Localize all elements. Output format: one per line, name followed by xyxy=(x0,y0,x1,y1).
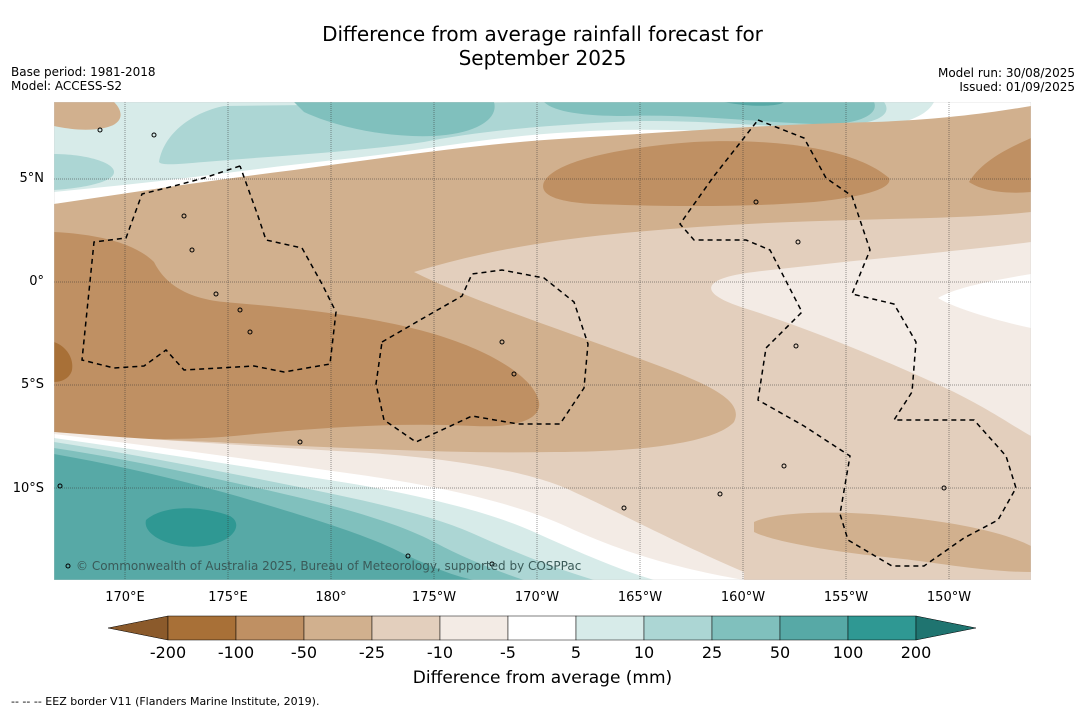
model-run: Model run: 30/08/2025 xyxy=(937,66,1075,80)
band-neg200-neg100 xyxy=(54,342,73,382)
colorbar-segment xyxy=(439,615,509,641)
north-band-25b xyxy=(544,102,875,125)
colorbar-segment xyxy=(167,615,237,641)
colorbar-segment xyxy=(643,615,713,641)
model-name: Model: ACCESS-S2 xyxy=(11,79,123,93)
colorbar-segments xyxy=(167,615,917,641)
colorbar-segment xyxy=(711,615,781,641)
eez-legend-note: -- -- -- EEZ border V11 (Flanders Marine… xyxy=(11,695,320,708)
colorbar-tick-label: -50 xyxy=(290,643,318,662)
graticule xyxy=(54,102,1031,580)
lon-label-170e: 170°E xyxy=(105,590,145,605)
base-period: Base period: 1981-2018 xyxy=(11,65,156,79)
colorbar-segment xyxy=(575,615,645,641)
title-line-1: Difference from average rainfall forecas… xyxy=(322,22,763,46)
north-band-10 xyxy=(54,154,114,190)
colorbar-over-arrow xyxy=(915,615,977,641)
lon-label-175w: 175°W xyxy=(411,590,457,605)
issued-date: Issued: 01/09/2025 xyxy=(959,80,1075,94)
colorbar-tick-label: 50 xyxy=(769,643,791,662)
colorbar-tick-label: -5 xyxy=(500,643,516,662)
lon-label-175e: 175°E xyxy=(208,590,248,605)
band-neg100-neg50-west xyxy=(54,232,540,439)
eez-border-east xyxy=(679,119,1017,567)
colorbar-tick-label: 100 xyxy=(832,643,864,662)
south-band-100 xyxy=(145,508,237,547)
colorbar-tick-label: 25 xyxy=(701,643,723,662)
colorbar-segment xyxy=(303,615,373,641)
islands xyxy=(57,127,947,569)
colorbar-tick-label: 5 xyxy=(570,643,582,662)
band-neg5-pos5-east xyxy=(938,274,1031,328)
eez-borders xyxy=(81,119,1017,567)
colorbar-segment xyxy=(371,615,441,641)
title-line-2: September 2025 xyxy=(458,46,627,70)
north-band-25 xyxy=(294,102,495,137)
meta-left: Base period: 1981-2018 Model: ACCESS-S2 xyxy=(11,65,156,93)
colorbar-tick-label: 10 xyxy=(633,643,655,662)
lat-label-5n: 5°N xyxy=(19,171,45,186)
colorbar-tick-label: -200 xyxy=(149,643,187,662)
north-band-50 xyxy=(724,102,784,106)
lat-label-10s: 10°S xyxy=(12,481,44,496)
lat-label-5s: 5°S xyxy=(20,377,44,392)
colorbar-under-arrow xyxy=(108,615,169,641)
colorbar-tick-label: -25 xyxy=(358,643,386,662)
lon-label-160w: 160°W xyxy=(720,590,766,605)
lat-label-0: 0° xyxy=(29,274,44,289)
copyright-notice: © Commonwealth of Australia 2025, Bureau… xyxy=(76,559,581,573)
lon-label-180: 180° xyxy=(315,590,347,605)
map-title: Difference from average rainfall forecas… xyxy=(0,22,1085,70)
eez-border-west xyxy=(81,165,337,373)
lon-label-155w: 155°W xyxy=(823,590,869,605)
lon-label-150w: 150°W xyxy=(926,590,972,605)
south-band-50 xyxy=(54,454,474,580)
meta-right: Model run: 30/08/2025 Issued: 01/09/2025 xyxy=(938,66,1075,94)
colorbar-tick-label: 200 xyxy=(900,643,932,662)
lon-label-165w: 165°W xyxy=(617,590,663,605)
colorbar xyxy=(108,615,977,641)
colorbar-label: Difference from average (mm) xyxy=(412,668,673,688)
south-dry-patch xyxy=(754,512,1031,572)
rainfall-anomaly-map: © Commonwealth of Australia 2025, Bureau… xyxy=(54,102,1031,580)
colorbar-segment xyxy=(847,615,917,641)
colorbar-segment xyxy=(779,615,849,641)
north-dry-patch xyxy=(54,102,121,130)
colorbar-segment xyxy=(507,615,577,641)
colorbar-tick-label: -10 xyxy=(426,643,454,662)
lon-label-170w: 170°W xyxy=(514,590,560,605)
colorbar-tick-label: -100 xyxy=(217,643,255,662)
colorbar-segment xyxy=(235,615,305,641)
